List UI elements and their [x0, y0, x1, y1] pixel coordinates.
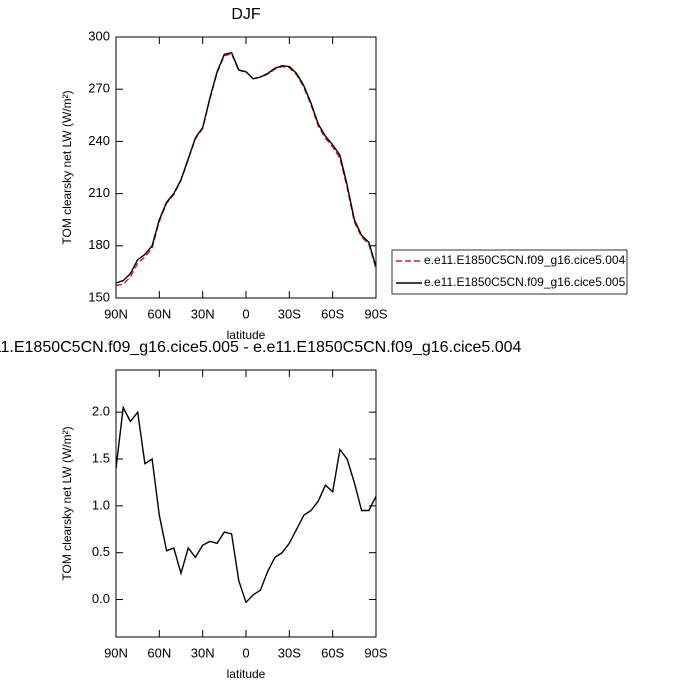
y-tick-label: 1.0: [92, 497, 110, 512]
x-axis-label: latitude: [227, 667, 266, 681]
legend-label: e.e11.E1850C5CN.f09_g16.cice5.005: [424, 275, 626, 289]
data-line: [115, 51, 377, 284]
x-tick-label: 90S: [364, 306, 387, 321]
legend-box: [391, 249, 628, 295]
y-tick-label: 300: [88, 28, 110, 43]
y-tick-label: 1.5: [92, 450, 110, 465]
x-tick-label: 30S: [278, 306, 301, 321]
x-tick-label: 90S: [364, 645, 387, 660]
chart-title: DJF: [231, 6, 261, 23]
y-tick-label: 0.5: [92, 544, 110, 559]
chart-title: e.e11.E1850C5CN.f09_g16.cice5.005 - e.e1…: [0, 339, 522, 356]
x-axis-label: latitude: [227, 328, 266, 342]
plot-frame: [115, 369, 377, 638]
x-tick-label: 90N: [104, 645, 128, 660]
legend-label: e.e11.E1850C5CN.f09_g16.cice5.004: [424, 253, 626, 267]
plot-frame: [115, 36, 377, 299]
x-tick-label: 90N: [104, 306, 128, 321]
x-tick-label: 60N: [147, 645, 171, 660]
y-axis-label: TOM clearsky net LW (W/m²): [60, 426, 74, 580]
x-tick-label: 30S: [278, 645, 301, 660]
y-tick-label: 270: [88, 81, 110, 96]
y-tick-label: 0.0: [92, 591, 110, 606]
x-tick-label: 60N: [147, 306, 171, 321]
x-tick-label: 0: [242, 306, 249, 321]
y-axis-label: TOM clearsky net LW (W/m²): [60, 90, 74, 244]
y-tick-label: 240: [88, 133, 110, 148]
x-tick-label: 30N: [191, 306, 215, 321]
x-tick-label: 60S: [321, 645, 344, 660]
x-tick-label: 30N: [191, 645, 215, 660]
y-tick-label: 2.0: [92, 404, 110, 419]
data-line: [115, 53, 377, 287]
y-tick-label: 210: [88, 185, 110, 200]
y-tick-label: 150: [88, 289, 110, 304]
data-line: [115, 405, 377, 604]
y-tick-label: 180: [88, 237, 110, 252]
x-tick-label: 60S: [321, 306, 344, 321]
x-tick-label: 0: [242, 645, 249, 660]
